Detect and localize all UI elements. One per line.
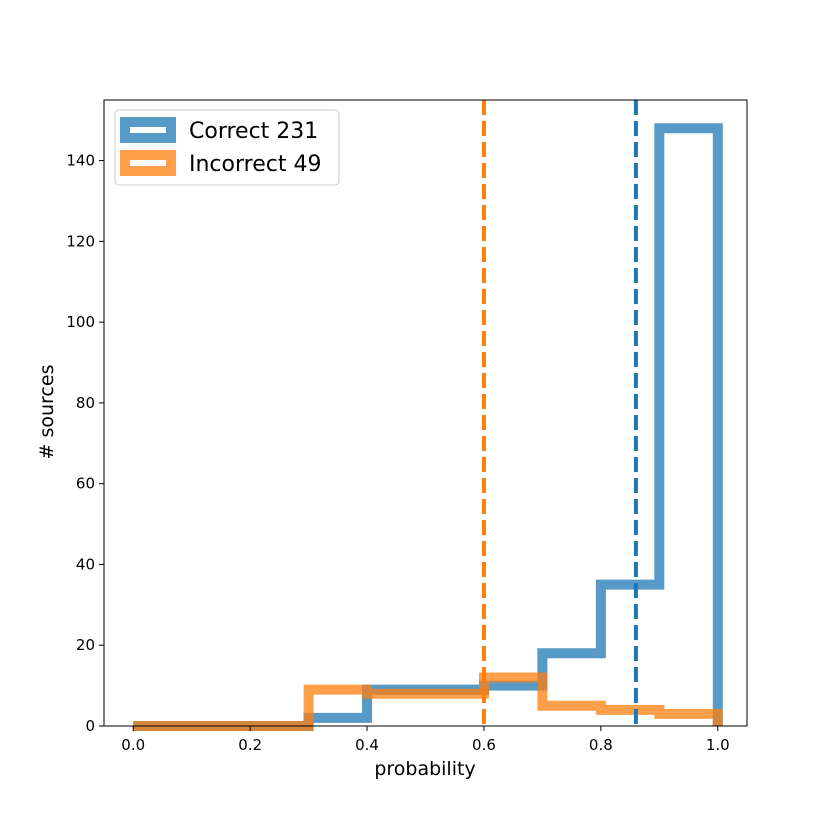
axes-frame	[103, 99, 748, 727]
y-tick-label: 120	[66, 232, 95, 250]
legend-label: Incorrect 49	[189, 152, 321, 177]
y-tick-label: 140	[66, 152, 95, 170]
y-tick-label: 20	[76, 636, 95, 654]
x-tick-label: 0.2	[238, 736, 262, 754]
y-tick-label: 0	[85, 717, 95, 735]
x-axis-label: probability	[374, 758, 475, 780]
x-tick-label: 0.8	[589, 736, 613, 754]
legend: Correct 231 Incorrect 49	[114, 109, 340, 186]
y-tick-label: 40	[76, 555, 95, 573]
y-tick-label: 60	[76, 475, 95, 493]
legend-label: Correct 231	[189, 119, 318, 144]
y-tick-label: 100	[66, 313, 95, 331]
x-tick-label: 1.0	[706, 736, 730, 754]
x-tick-label: 0.0	[121, 736, 145, 754]
axes: 0.0 0.2 0.4 0.6 0.8 1.0 0 20 40 60 80 100 120 140	[66, 99, 748, 754]
x-tick-label: 0.6	[472, 736, 496, 754]
legend-swatch-correct	[120, 117, 176, 143]
y-axis-label: # sources	[36, 365, 58, 460]
x-tick-label: 0.4	[355, 736, 379, 754]
legend-swatch-incorrect	[120, 150, 176, 176]
y-tick-label: 80	[76, 394, 95, 412]
